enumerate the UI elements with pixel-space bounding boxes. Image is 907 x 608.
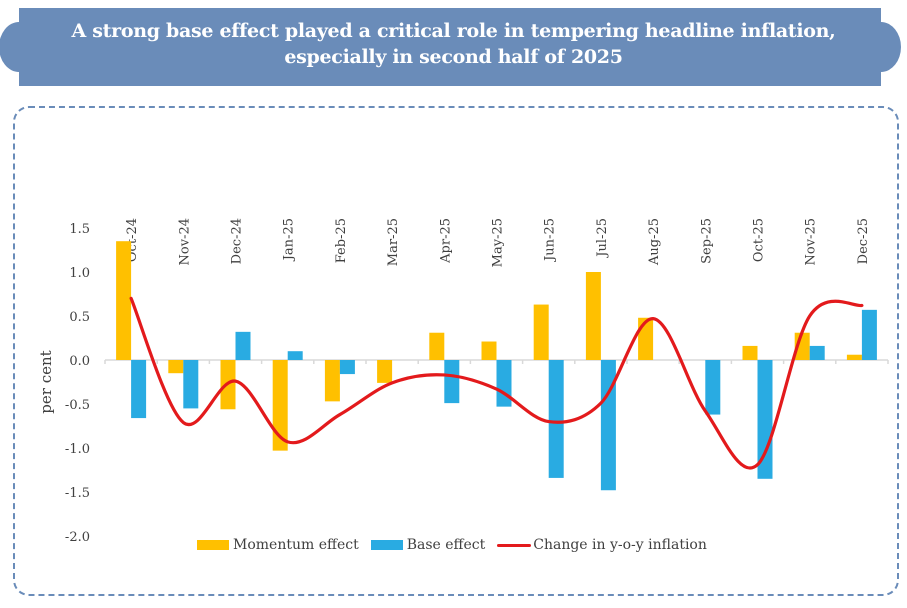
y-tick-label: -1.0 [65,442,90,457]
base-bar [809,345,825,360]
x-tick-label: Jan-25 [282,218,297,262]
base-bar [548,360,564,478]
y-tick-label: 0.0 [69,354,90,369]
base-bar [444,360,460,404]
base-bar [600,360,616,491]
y-axis-ticks: 1.5 1.0 0.5 0.0 -0.5 -1.0 -1.5 -2.0 [65,222,90,545]
momentum-bar [168,360,184,374]
legend-item-change: Change in y-o-y inflation [497,537,707,553]
title-banner-shape [0,8,901,86]
x-tick-label: Oct-25 [752,218,767,262]
base-bar [705,360,721,415]
momentum-bar [377,360,393,383]
change-in-yoy-inflation-line [129,296,864,470]
x-tick-label: Feb-25 [334,218,349,263]
legend-swatch-base [370,540,403,550]
y-tick-label: -2.0 [65,530,90,545]
y-tick-label: 1.0 [69,266,90,281]
base-bar [757,360,773,479]
x-tick-label: Dec-24 [230,218,245,264]
momentum-bar [481,341,497,360]
line-series [129,296,864,470]
y-axis-title: per cent [37,350,55,413]
momentum-bar [272,360,288,451]
chart-title: A strong base effect played a critical r… [71,20,836,68]
momentum-bar [324,360,340,402]
x-tick-label: Nov-24 [177,218,192,265]
legend: Momentum effect Base effect Change in y-… [197,537,719,553]
momentum-bar [585,272,601,360]
base-bar [235,331,251,360]
x-tick-label: Mar-25 [386,218,401,266]
momentum-bar [116,241,132,360]
base-bar [287,351,303,360]
bars [116,241,877,491]
x-tick-label: May-25 [491,218,506,267]
title-banner [0,8,901,86]
legend-item-base: Base effect [370,537,486,553]
momentum-bar [742,345,758,360]
x-tick-label: Nov-25 [804,218,819,265]
x-axis-category-labels: Oct-24 Nov-24 Dec-24 Jan-25 Feb-25 Mar-25 Apr-… [125,218,871,267]
momentum-bar [429,332,445,360]
base-bar [339,360,355,375]
y-tick-label: -1.5 [65,486,90,501]
y-tick-label: 1.5 [69,222,90,237]
base-bar [861,309,877,360]
legend-label-base: Base effect [406,537,486,553]
x-tick-label: Apr-25 [438,218,453,264]
legend-item-momentum: Momentum effect [197,537,359,553]
legend-label-change: Change in y-o-y inflation [533,537,707,553]
base-bar [496,360,512,407]
base-bar [131,360,147,419]
chart-frame [13,106,899,596]
x-tick-label: Sep-25 [699,218,714,264]
momentum-bar [533,304,549,360]
y-tick-label: 0.5 [69,310,90,325]
x-tick-label: Jun-25 [543,218,558,263]
base-bar [183,360,199,409]
legend-swatch-change [497,543,532,547]
x-tick-label: Jul-25 [595,218,610,259]
momentum-bar [846,354,862,360]
legend-swatch-momentum [197,540,229,550]
legend-label-momentum: Momentum effect [233,537,359,553]
x-tick-label: Dec-25 [856,218,871,264]
y-tick-label: -0.5 [65,398,90,413]
x-tick-label: Aug-25 [647,218,662,266]
